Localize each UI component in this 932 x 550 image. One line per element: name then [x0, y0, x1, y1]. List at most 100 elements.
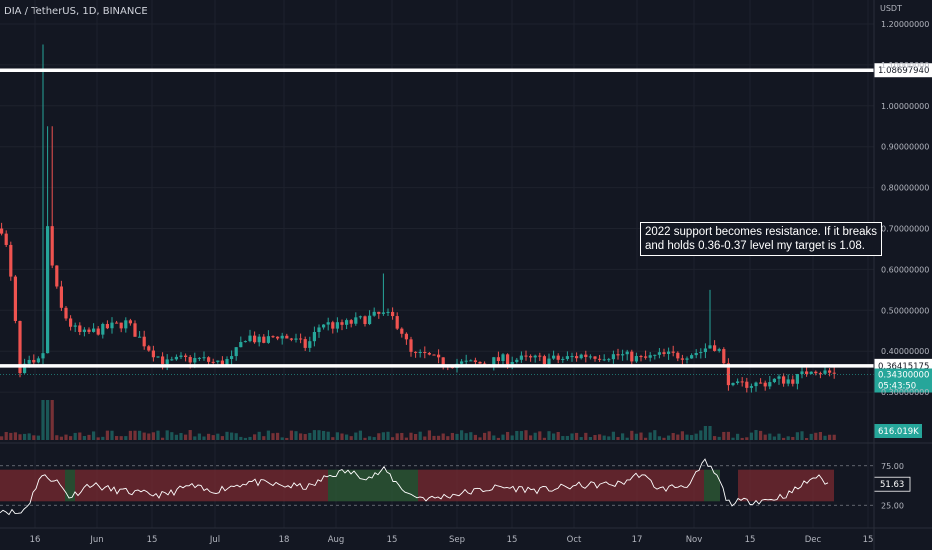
volume-bar: [248, 436, 252, 440]
candle-body: [271, 336, 275, 338]
candle-body: [363, 316, 367, 325]
volume-bar: [418, 431, 422, 440]
volume-bar: [593, 434, 597, 440]
volume-bar: [110, 430, 114, 440]
candle-body: [409, 339, 413, 352]
candle-body: [110, 322, 114, 329]
candle-body: [423, 351, 427, 353]
rsi-tick-label: 75.00: [881, 462, 904, 471]
volume-bar: [280, 437, 284, 440]
volume-bar: [768, 433, 772, 440]
time-tick-label: Oct: [567, 535, 582, 545]
candle-body: [151, 350, 155, 358]
volume-bar: [400, 432, 404, 440]
volume-bar: [202, 436, 206, 440]
volume-bar: [414, 433, 418, 440]
candle-body: [41, 353, 45, 359]
candle-body: [73, 325, 77, 327]
volume-bar: [101, 436, 105, 440]
candle-body: [322, 324, 326, 328]
volume-bar: [147, 433, 151, 440]
price-tick-label: 0.50000000: [881, 306, 929, 315]
volume-bar: [119, 436, 123, 440]
candle-body: [464, 360, 468, 362]
candle-body: [575, 356, 579, 359]
candle-body: [538, 355, 542, 357]
volume-bar: [354, 432, 358, 440]
price-tick-label: 1.10000000: [881, 61, 929, 70]
volume-bar: [432, 435, 436, 440]
volume-bar: [782, 437, 786, 440]
volume-bar: [441, 433, 445, 440]
candle-body: [786, 379, 790, 384]
volume-bar: [161, 437, 165, 440]
candle-body: [726, 363, 730, 386]
candle-body: [708, 345, 712, 349]
candle-body: [82, 329, 86, 332]
volume-bar: [570, 433, 574, 440]
volume-bar: [791, 436, 795, 440]
volume-bar: [82, 435, 86, 440]
volume-bar: [496, 437, 500, 440]
candle-body: [671, 351, 675, 353]
volume-bar: [607, 436, 611, 440]
volume-bar: [211, 435, 215, 440]
candle-body: [644, 356, 648, 358]
volume-bar: [667, 435, 671, 440]
candle-body: [36, 358, 40, 363]
candle-body: [27, 359, 31, 364]
candle-body: [299, 338, 303, 340]
volume-bar: [676, 434, 680, 440]
candle-body: [239, 342, 243, 348]
candle-body: [782, 376, 786, 384]
volume-bar: [777, 433, 781, 440]
time-tick-label: 15: [507, 535, 518, 545]
volume-bar: [579, 437, 583, 440]
candle-body: [119, 322, 123, 329]
candle-body: [772, 378, 776, 383]
rsi-zone: [65, 469, 75, 502]
volume-bar: [312, 430, 316, 440]
volume-bar: [243, 437, 247, 440]
volume-label: 616.019K: [878, 427, 919, 437]
volume-bar: [795, 432, 799, 440]
candle-body: [165, 359, 169, 364]
volume-bar: [188, 430, 192, 440]
volume-bar: [828, 434, 832, 440]
volume-bar: [644, 437, 648, 440]
time-axis: 16 Jun 15 Jul 18 Aug 15 Sep 15 Oct 17 Nov 15 Dec 15: [0, 527, 932, 545]
candle-body: [588, 356, 592, 358]
candle-body: [262, 336, 266, 343]
candle-body: [469, 360, 473, 362]
volume-bar: [115, 436, 119, 440]
candle-body: [639, 356, 643, 358]
volume-bar: [368, 436, 372, 440]
volume-bar: [96, 437, 100, 440]
volume-bar: [814, 432, 818, 440]
volume-bar: [285, 437, 289, 440]
candle-body: [667, 351, 671, 354]
volume-bar: [547, 431, 551, 440]
candle-body: [625, 351, 629, 355]
volume-bar: [266, 430, 270, 440]
volume-bar: [731, 437, 735, 440]
candle-body: [791, 379, 795, 384]
volume-bar: [818, 431, 822, 440]
volume-bar: [565, 435, 569, 440]
price-tick-label: 0.60000000: [881, 265, 929, 274]
candle-body: [648, 355, 652, 358]
volume-bar: [151, 432, 155, 440]
candle-body: [805, 371, 809, 374]
volume-bar: [92, 431, 96, 440]
volume-bar: [616, 437, 620, 440]
grid: [0, 0, 874, 528]
candle-body: [216, 360, 220, 362]
price-tick-label: 0.90000000: [881, 143, 929, 152]
candle-body: [230, 356, 234, 360]
candle-body: [552, 355, 556, 359]
annotation-note[interactable]: 2022 support becomes resistance. If it b…: [640, 222, 883, 256]
volume-bar: [598, 434, 602, 440]
candle-body: [630, 351, 634, 362]
